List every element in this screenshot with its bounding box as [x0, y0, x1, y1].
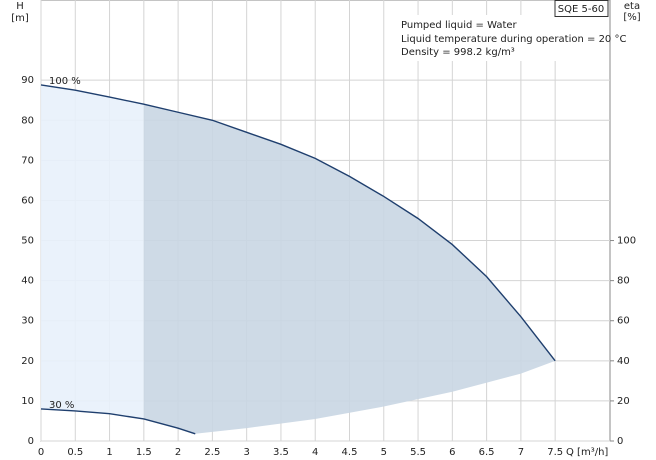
x-tick-label: 4.5	[342, 447, 358, 458]
x-tick-label: 0	[38, 447, 44, 458]
x-tick-label: 4	[312, 447, 318, 458]
area-dark	[143, 104, 556, 434]
title-box	[554, 0, 609, 17]
x-tick-label: 6	[449, 447, 455, 458]
x-tick-label: 0.5	[67, 447, 83, 458]
curve	[40, 84, 556, 362]
x-tick-label: 5	[381, 447, 387, 458]
y-tick-label: 30	[21, 316, 34, 327]
y-axis-label: H	[16, 1, 24, 12]
y2-axis-unit: [%]	[623, 12, 640, 23]
y2-axis-label: eta	[624, 1, 640, 12]
y2-tick-label: 20	[617, 396, 630, 407]
x-tick-label: 1	[106, 447, 112, 458]
x-tick-label: 5.5	[410, 447, 426, 458]
x-tick-label: 7.5	[547, 447, 563, 458]
area-light	[41, 84, 144, 419]
y2-tick-label: 60	[617, 316, 630, 327]
x-tick-label: 7	[518, 447, 524, 458]
info-box	[395, 15, 608, 61]
y-tick-label: 20	[21, 356, 34, 367]
y2-tick-label: 40	[617, 356, 630, 367]
x-tick-label: 3	[243, 447, 249, 458]
curve	[40, 408, 196, 435]
y2-tick-label: 100	[617, 236, 636, 247]
curve-label: 100 %	[49, 76, 81, 87]
y-tick-label: 70	[21, 155, 34, 166]
info-text: Liquid temperature during operation = 20…	[401, 34, 626, 45]
x-tick-label: 1.5	[136, 447, 152, 458]
y-tick-label: 40	[21, 276, 34, 287]
curve-label: 30 %	[49, 400, 74, 411]
y-tick-label: 0	[28, 436, 34, 447]
y2-tick-label: 80	[617, 276, 630, 287]
x-axis-label: Q [m³/h]	[566, 447, 608, 458]
info-text: Pumped liquid = Water	[401, 20, 518, 31]
y-tick-label: 10	[21, 396, 34, 407]
y-tick-label: 50	[21, 236, 34, 247]
y-tick-label: 80	[21, 115, 34, 126]
info-text: Density = 998.2 kg/m³	[401, 47, 515, 58]
x-tick-label: 2.5	[204, 447, 220, 458]
y2-tick-label: 0	[617, 436, 623, 447]
chart-title: SQE 5-60	[558, 4, 604, 15]
y-tick-label: 90	[21, 75, 34, 86]
y-axis-unit: [m]	[11, 13, 29, 24]
x-tick-label: 3.5	[273, 447, 289, 458]
x-tick-label: 6.5	[479, 447, 495, 458]
x-tick-label: 2	[175, 447, 181, 458]
y-tick-label: 60	[21, 195, 34, 206]
